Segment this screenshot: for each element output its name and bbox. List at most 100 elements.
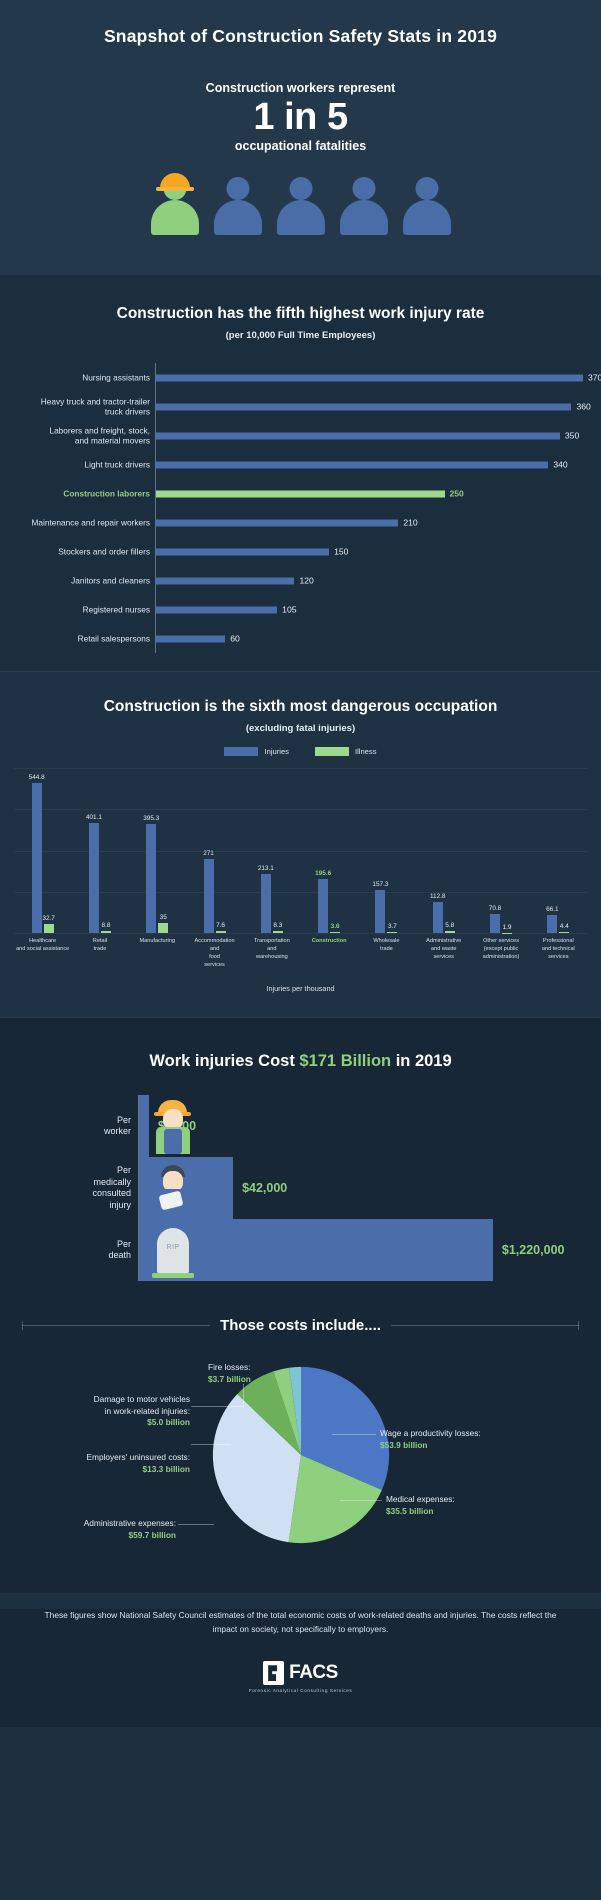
leader-line — [191, 1406, 243, 1408]
column-value-label: 195.6 — [315, 870, 332, 878]
column-illness: 8.3 — [272, 768, 283, 934]
column-illness: 3.7 — [387, 768, 398, 934]
injury-rate-bar-value: 120 — [299, 575, 314, 586]
column-group: 157.3 3.7 — [358, 768, 415, 934]
column-group: 66.1 4.4 — [530, 768, 587, 934]
brand-name: FACS — [289, 1662, 338, 1684]
injury-rate-bar-value: 250 — [449, 488, 464, 499]
cost-value: $1,220,000 — [501, 1243, 565, 1258]
gridlines — [14, 768, 587, 935]
column-value-label: 5.8 — [445, 922, 455, 930]
injury-rate-bar-row: Registered nurses 105 — [83, 595, 583, 624]
column-value-label: 66.1 — [546, 905, 559, 913]
construction-worker-icon — [147, 1098, 199, 1155]
injury-rate-bar-row: Heavy truck and tractor-trailer truck dri… — [41, 392, 591, 421]
column-illness: 4.4 — [559, 768, 570, 934]
pie-slice — [288, 1455, 382, 1544]
person-icon — [275, 173, 327, 236]
rule-left — [22, 1321, 211, 1331]
column-injuries: 157.3 — [372, 768, 389, 934]
injury-rate-bar-value: 210 — [403, 517, 418, 528]
person-icon — [401, 173, 453, 236]
injury-rate-bar-label: Janitors and cleaners — [71, 575, 150, 586]
column-illness: 1.9 — [502, 768, 513, 934]
injury-rate-bar-label: Maintenance and repair workers — [31, 517, 150, 528]
column-illness: 7.6 — [215, 768, 226, 934]
column-group: 112.8 5.8 — [415, 768, 472, 934]
column-value-label: 213.1 — [257, 865, 274, 873]
legend-swatch-injuries — [224, 747, 259, 757]
column-injuries: 66.1 — [546, 768, 559, 934]
x-axis-title: Injuries per thousand — [266, 984, 335, 994]
injury-rate-bar — [156, 577, 295, 585]
divider — [0, 671, 601, 673]
dangerous-column-chart: 544.8 32.7 401.1 8.8 395.3 35 271 7.6 213.1 8.3 19… — [14, 768, 587, 935]
callout-fire-losses: Fire losses: $3.7 billion — [208, 1362, 251, 1384]
x-axis-labels: Healthcare and social assistance Retail tra… — [14, 937, 587, 969]
injury-rate-bar — [156, 548, 330, 556]
cost-row: Per worker $1,100 — [104, 1095, 587, 1158]
dangerous-occupation-section: Construction is the sixth most dangerous… — [0, 672, 601, 1018]
cost-row-label: Per death — [108, 1238, 131, 1261]
injured-worker-icon — [147, 1160, 199, 1217]
column-group: 70.8 1.9 — [472, 768, 529, 934]
costs-pie-chart — [212, 1367, 389, 1544]
column-injuries: 70.8 — [489, 768, 501, 934]
cost-title: Work injuries Cost $171 Billion in 2019 — [0, 1052, 601, 1071]
injury-rate-bar-label: Retail salespersons — [77, 633, 150, 644]
injury-rate-bar — [156, 519, 399, 527]
injury-rate-bar — [156, 403, 572, 411]
column-value-label: 112.8 — [429, 893, 446, 901]
column-value-label: 3.6 — [330, 923, 340, 931]
cost-row-label: Per worker — [103, 1114, 131, 1137]
person-icon-highlighted — [149, 173, 201, 236]
injury-rate-bar — [156, 490, 445, 498]
legend-swatch-illness — [314, 747, 349, 757]
column-value-label: 1.9 — [502, 923, 512, 931]
column-value-label: 8.8 — [101, 921, 111, 929]
cost-section: Work injuries Cost $171 Billion in 2019 … — [0, 1018, 601, 1594]
injury-rate-bar — [156, 432, 560, 440]
leader-line — [243, 1384, 244, 1408]
column-value-label: 3.7 — [387, 923, 397, 931]
people-pictogram — [0, 173, 601, 236]
column-injuries: 195.6 — [315, 768, 332, 934]
column-value-label: 544.8 — [28, 774, 45, 782]
injury-rate-chart: Nursing assistants 370 Heavy truck and tra… — [0, 363, 601, 654]
legend-item-illness: Illness — [314, 747, 377, 757]
column-value-label: 395.3 — [143, 815, 160, 823]
cost-bar-chart: Per worker $1,100 Per medically consulte… — [14, 1095, 587, 1282]
column-injuries: 395.3 — [143, 768, 160, 934]
leader-line — [332, 1434, 376, 1436]
injury-rate-bar-row: Construction laborers 250 — [63, 479, 583, 508]
cost-row: Per medically consulted injury $42,000 — [92, 1157, 587, 1220]
column-illness: 5.8 — [444, 768, 455, 934]
hero-section: Snapshot of Construction Safety Stats in… — [0, 0, 601, 276]
callout-administrative-expenses: Administrative expenses: $59.7 billion — [83, 1518, 176, 1540]
column-group: 213.1 8.3 — [243, 768, 300, 934]
column-category-label: Wholesale trade — [373, 938, 400, 953]
column-value-label: 32.7 — [42, 915, 55, 923]
injury-rate-bar-value: 370 — [588, 372, 601, 383]
pie-slice — [288, 1367, 301, 1456]
cost-title-pre: Work injuries Cost — [149, 1052, 300, 1071]
dangerous-title: Construction is the sixth most dangerous… — [103, 698, 498, 716]
column-group: 395.3 35 — [129, 768, 186, 934]
hard-hat-icon — [155, 173, 194, 192]
injury-rate-bar — [156, 606, 278, 614]
injury-rate-bar-value: 360 — [576, 401, 591, 412]
column-value-label: 7.6 — [216, 921, 225, 929]
injury-rate-bar-value: 340 — [553, 459, 568, 470]
gravestone-icon: RIP — [147, 1222, 199, 1279]
injury-rate-bar — [156, 635, 226, 643]
cost-row: Per death RIP $1,220,000 — [108, 1219, 587, 1282]
column-value-label: 157.3 — [372, 880, 389, 888]
chart-legend: Injuries Illness — [0, 747, 601, 757]
legend-label-illness: Illness — [354, 747, 377, 757]
hero-subtitle-bottom: occupational fatalities — [234, 139, 367, 154]
page-title: Snapshot of Construction Safety Stats in… — [103, 26, 498, 46]
person-icon — [212, 173, 264, 236]
leader-line — [340, 1500, 382, 1502]
injury-rate-section: Construction has the fifth highest work … — [0, 275, 601, 672]
column-illness: 3.6 — [330, 768, 341, 934]
